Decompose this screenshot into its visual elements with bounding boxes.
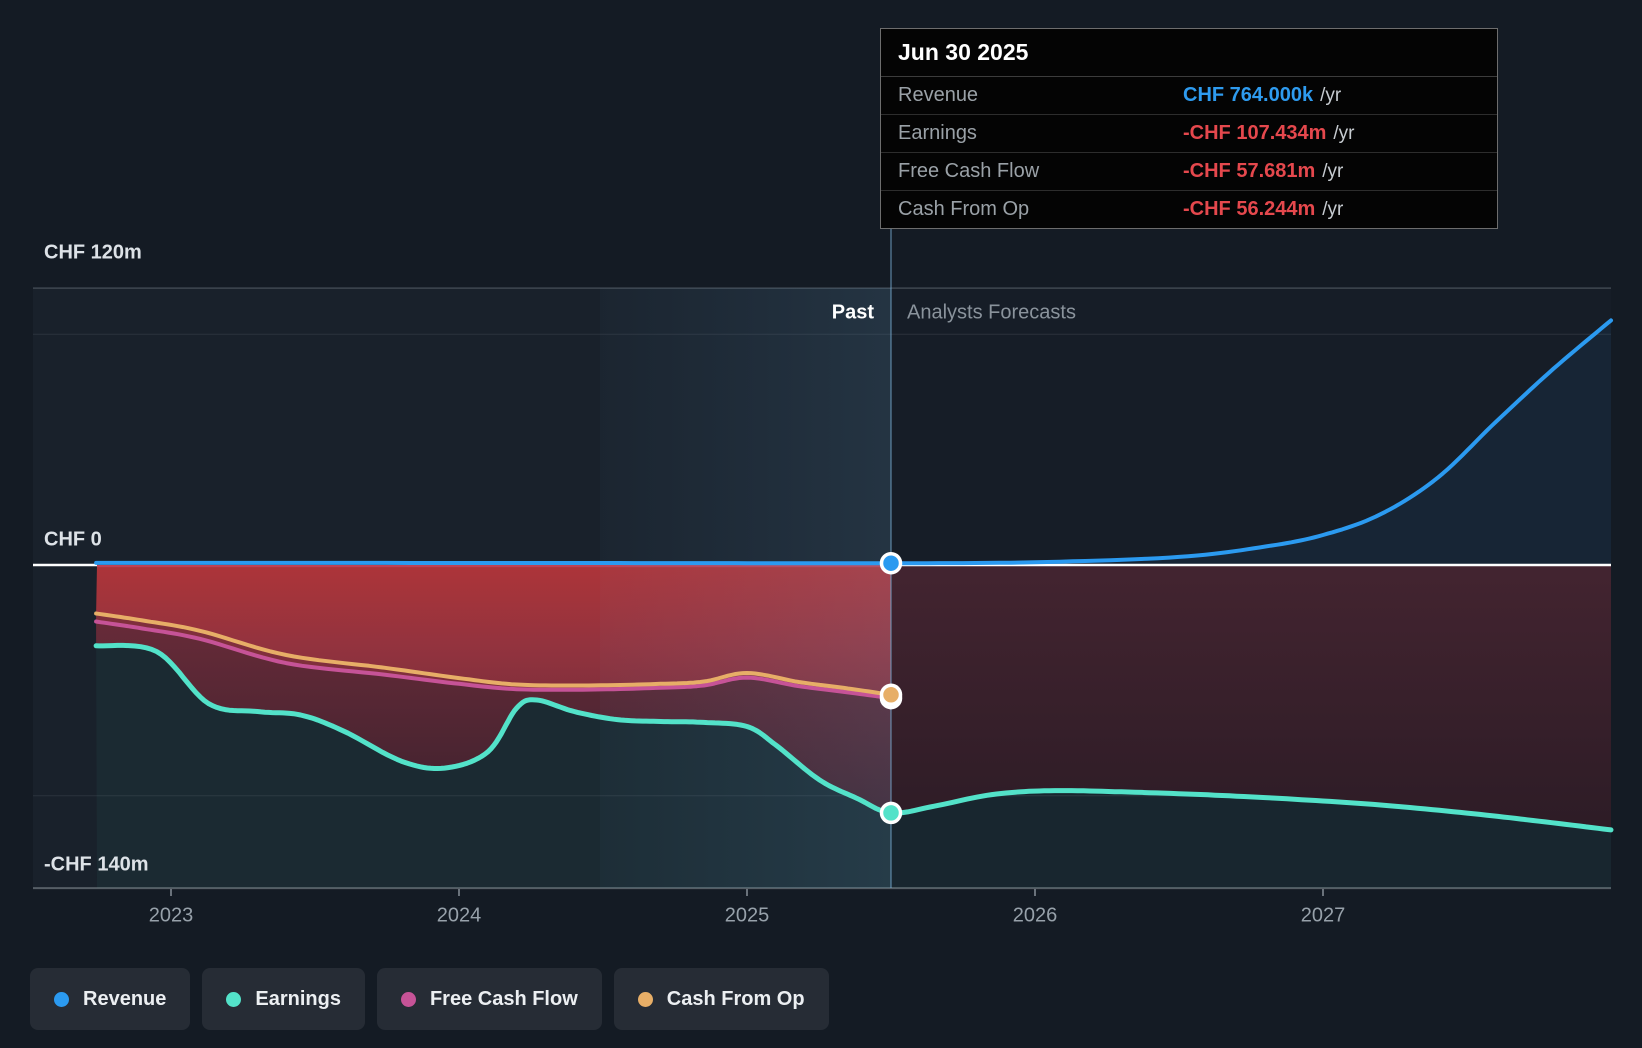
revenue-forecast-underfill [891, 320, 1611, 565]
legend-item-earnings[interactable]: Earnings [202, 968, 365, 1030]
tooltip-row-label: Revenue [898, 84, 979, 106]
cash-from-op-marker[interactable] [879, 683, 903, 707]
legend-item-cash-from-op[interactable]: Cash From Op [613, 968, 829, 1030]
tooltip-row-label: Free Cash Flow [898, 160, 1040, 182]
legend-dot-icon [54, 991, 69, 1007]
earnings-underfill [96, 645, 1612, 888]
legend-dot-icon [226, 991, 242, 1007]
legend-item-label: Revenue [83, 987, 167, 1010]
tooltip-rows: Revenue CHF 764.000k/yr Earnings -CHF 107.4… [881, 77, 1497, 228]
tooltip-row-revenue: Revenue CHF 764.000k/yr [881, 77, 1497, 115]
tooltip-row-value: CHF 764.000k [1183, 84, 1314, 106]
earnings-line [93, 642, 1614, 833]
earnings-marker[interactable] [879, 801, 903, 825]
red-area-top-edge [97, 565, 891, 568]
y-axis-label-max: CHF 120m [44, 241, 142, 264]
legend-item-label: Earnings [255, 987, 341, 1010]
past-highlight-band [600, 288, 891, 888]
revenue-line [94, 318, 1613, 566]
legend-item-revenue[interactable]: Revenue [30, 968, 191, 1030]
tooltip-row-value: -CHF 56.244m [1183, 198, 1316, 220]
analysts-forecasts-label: Analysts Forecasts [907, 301, 1076, 324]
past-label: Past [831, 301, 874, 324]
tooltip-row-unit: /yr [1322, 198, 1344, 220]
tooltip-row-earnings: Earnings -CHF 107.434m/yr [881, 115, 1497, 153]
x-axis-label-2027: 2027 [1300, 904, 1346, 927]
tooltip-row-label: Cash From Op [898, 198, 1030, 220]
x-axis-label-2024: 2024 [436, 904, 482, 927]
legend-item-free-cash-flow[interactable]: Free Cash Flow [376, 968, 602, 1030]
legend-item-label: Free Cash Flow [429, 987, 578, 1010]
tooltip-row-label: Earnings [898, 122, 977, 144]
tooltip-row-cash-from-op: Cash From Op -CHF 56.244m/yr [881, 191, 1497, 228]
x-axis-label-2026: 2026 [1012, 904, 1058, 927]
tooltip-row-value: -CHF 57.681m [1183, 160, 1316, 182]
y-axis-label-min: -CHF 140m [44, 853, 149, 876]
legend-item-label: Cash From Op [666, 987, 805, 1010]
forecast-loss-area [891, 565, 1611, 830]
free-cash-flow-line [94, 619, 893, 701]
legend-dot-icon [637, 991, 653, 1007]
y-axis-label-zero: CHF 0 [44, 528, 102, 551]
tooltip-row-unit: /yr [1333, 122, 1355, 144]
revenue-marker[interactable] [879, 551, 903, 575]
x-axis-label-2023: 2023 [148, 904, 194, 927]
tooltip-row-unit: /yr [1320, 84, 1342, 106]
tooltip-date: Jun 30 2025 [881, 29, 1497, 77]
legend-dot-icon [400, 991, 416, 1007]
cash-from-op-line [94, 611, 893, 697]
fcf-to-earnings-area [96, 621, 892, 813]
chart-tooltip: Jun 30 2025 Revenue CHF 764.000k/yr Earnin… [880, 28, 1498, 229]
tooltip-row-free-cash-flow: Free Cash Flow -CHF 57.681m/yr [881, 153, 1497, 191]
chart-legend: Revenue Earnings Free Cash Flow Cash From O… [30, 968, 829, 1030]
x-axis-label-2025: 2025 [724, 904, 770, 927]
tooltip-row-unit: /yr [1322, 160, 1344, 182]
tooltip-row-value: -CHF 107.434m [1183, 122, 1327, 144]
